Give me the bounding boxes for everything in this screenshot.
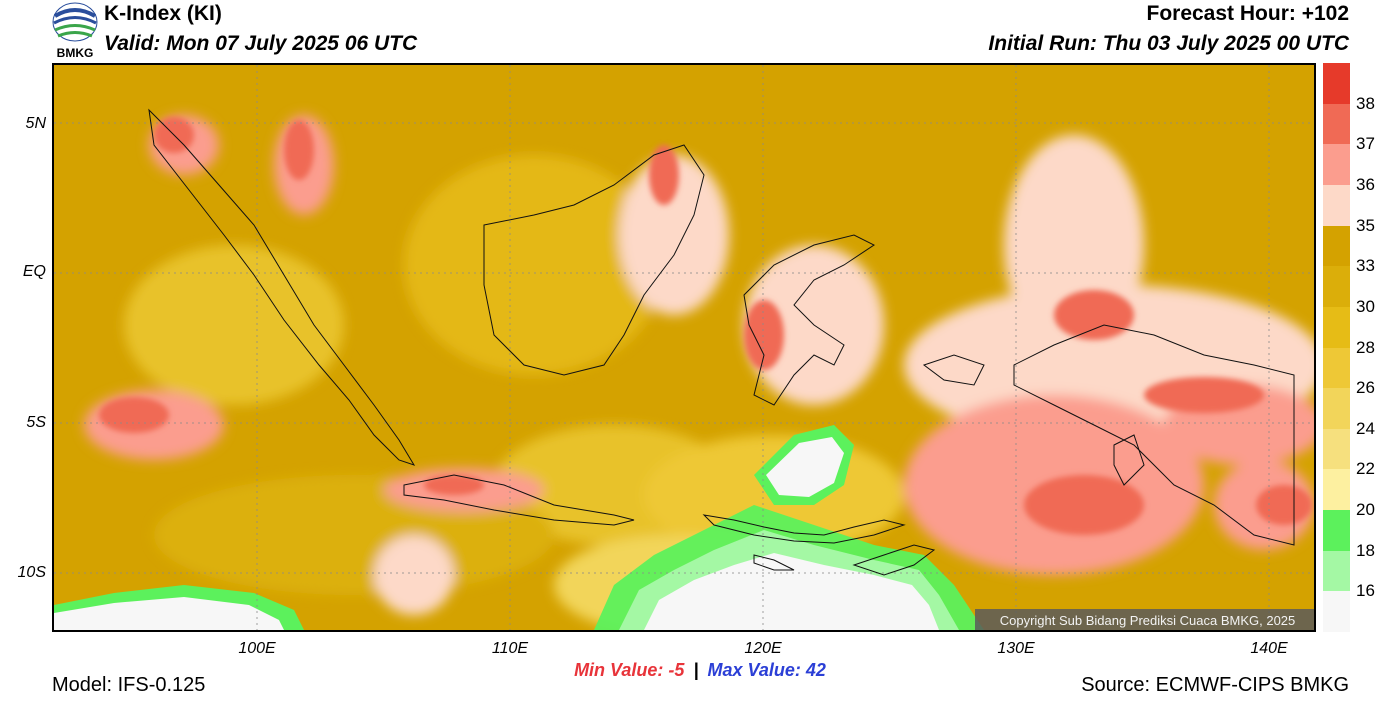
valid-time: Valid: Mon 07 July 2025 06 UTC bbox=[104, 32, 418, 55]
chart-title: K-Index (KI) bbox=[104, 2, 222, 25]
max-value: 42 bbox=[805, 660, 826, 680]
forecast-hour: Forecast Hour: +102 bbox=[1146, 2, 1350, 25]
bmkg-logo: BMKG bbox=[52, 2, 98, 62]
colorbar-tick-label: 24 bbox=[1356, 418, 1375, 438]
colorbar-segment bbox=[1323, 347, 1350, 389]
colorbar-tick-label: 20 bbox=[1356, 500, 1375, 520]
lat-label-10s: 10S bbox=[17, 564, 46, 581]
colorbar-segment bbox=[1323, 428, 1350, 470]
model-label: Model: IFS-0.125 bbox=[52, 674, 206, 696]
colorbar-tick-label: 30 bbox=[1356, 296, 1375, 316]
min-max-values: Min Value: -5 | Max Value: 42 bbox=[0, 660, 1400, 681]
colorbar-segment bbox=[1323, 266, 1350, 308]
colorbar-segment bbox=[1323, 510, 1350, 552]
lon-label-110e: 110E bbox=[491, 640, 529, 657]
colorbar-segment bbox=[1323, 469, 1350, 511]
copyright-notice: Copyright Sub Bidang Prediksi Cuaca BMKG… bbox=[975, 609, 1314, 630]
colorbar-tick-label: 37 bbox=[1356, 134, 1375, 154]
lat-label-5n: 5N bbox=[25, 115, 46, 132]
logo-text: BMKG bbox=[56, 46, 94, 60]
min-value-label: Min Value: bbox=[574, 660, 664, 680]
colorbar-tick-label: 36 bbox=[1356, 174, 1375, 194]
lon-label-140e: 140E bbox=[1250, 640, 1288, 657]
colorbar-tick-label: 33 bbox=[1356, 256, 1375, 276]
colorbar-segment bbox=[1323, 144, 1350, 186]
lat-label-eq: EQ bbox=[22, 263, 46, 280]
colorbar bbox=[1323, 63, 1350, 633]
max-value-label: Max Value: bbox=[707, 660, 801, 680]
colorbar-tick-label: 26 bbox=[1356, 378, 1375, 398]
lat-label-5s: 5S bbox=[26, 414, 46, 431]
colorbar-tick-label: 16 bbox=[1356, 581, 1375, 601]
lon-label-100e: 100E bbox=[238, 640, 276, 657]
colorbar-tick-label: 38 bbox=[1356, 93, 1375, 113]
colorbar-tick-label: 22 bbox=[1356, 459, 1375, 479]
lon-label-130e: 130E bbox=[997, 640, 1035, 657]
lon-label-120e: 120E bbox=[744, 640, 782, 657]
value-separator: | bbox=[693, 660, 699, 680]
colorbar-segment bbox=[1323, 591, 1350, 633]
initial-run: Initial Run: Thu 03 July 2025 00 UTC bbox=[988, 32, 1349, 55]
colorbar-segment bbox=[1323, 388, 1350, 430]
colorbar-tick-label: 18 bbox=[1356, 540, 1375, 560]
colorbar-segment bbox=[1323, 306, 1350, 348]
colorbar-segment bbox=[1323, 63, 1350, 105]
min-value: -5 bbox=[668, 660, 685, 680]
colorbar-tick-label: 28 bbox=[1356, 337, 1375, 357]
colorbar-tick-label: 35 bbox=[1356, 215, 1375, 235]
colorbar-segment bbox=[1323, 103, 1350, 145]
colorbar-segment bbox=[1323, 225, 1350, 267]
colorbar-segment bbox=[1323, 550, 1350, 592]
source-label: Source: ECMWF-CIPS BMKG bbox=[1081, 674, 1349, 696]
colorbar-segment bbox=[1323, 184, 1350, 227]
k-index-map: Copyright Sub Bidang Prediksi Cuaca BMKG… bbox=[52, 63, 1316, 632]
